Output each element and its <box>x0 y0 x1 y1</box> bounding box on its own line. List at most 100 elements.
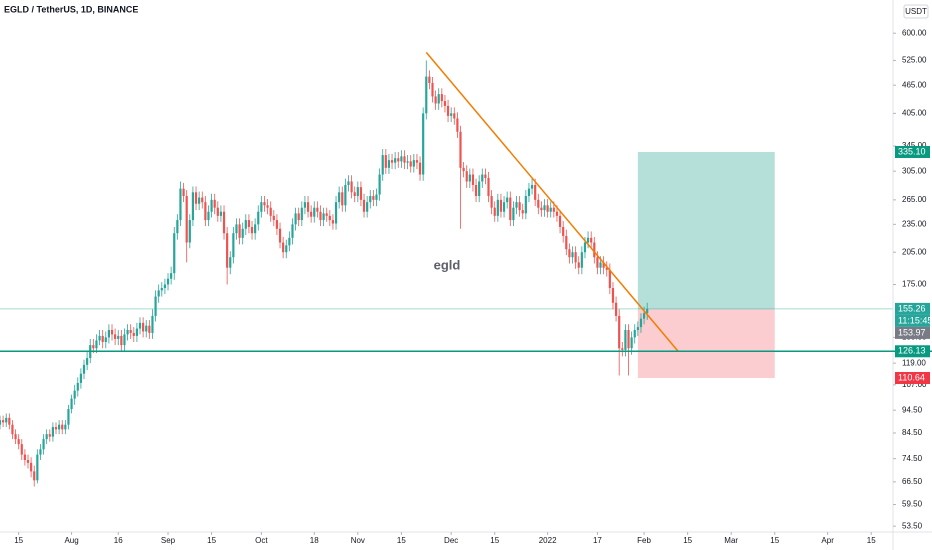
y-tick-label: 59.50 <box>902 500 923 509</box>
candle-body <box>151 315 154 333</box>
candle-body <box>462 167 465 172</box>
candle-body <box>596 257 599 268</box>
candle-body <box>110 329 114 335</box>
candle-body <box>521 210 524 214</box>
candle-body <box>434 96 437 104</box>
candle-body <box>372 196 375 200</box>
candle-body <box>490 196 493 208</box>
candle-body <box>338 192 341 203</box>
y-tick-label: 74.50 <box>902 454 923 463</box>
candle-body <box>639 318 643 328</box>
x-tick-label: 15 <box>14 536 23 545</box>
y-tick-label: 84.50 <box>902 428 923 437</box>
candle-body <box>222 211 226 234</box>
candle-body <box>546 205 549 212</box>
candle-body <box>14 434 17 440</box>
candle-body <box>350 181 353 193</box>
candle-body <box>138 322 142 329</box>
candle-body <box>272 215 275 221</box>
candle-body <box>400 156 403 162</box>
candle-body <box>163 284 167 289</box>
candle-body <box>67 409 70 425</box>
candle-body <box>571 252 574 258</box>
loss-zone <box>637 308 775 379</box>
y-tick-label: 53.50 <box>902 521 923 530</box>
x-tick-label: 15 <box>490 536 499 545</box>
candle-body <box>194 192 198 204</box>
candle-body <box>244 220 247 229</box>
candle-body <box>506 197 509 203</box>
candle-body <box>20 444 23 455</box>
candle-body <box>549 207 552 212</box>
candle-body <box>381 155 384 175</box>
x-tick-label: 15 <box>207 536 216 545</box>
y-tick-label: 405.00 <box>902 108 927 117</box>
candle-body <box>375 194 378 200</box>
price-tag <box>895 345 930 358</box>
price-tag <box>895 302 930 315</box>
y-tick-label: 66.50 <box>902 477 923 486</box>
candle-body <box>331 220 335 224</box>
candle-body <box>17 439 20 445</box>
candle-body <box>387 160 391 168</box>
candle-body <box>512 207 515 221</box>
x-tick-label: 17 <box>593 536 602 545</box>
candle-body <box>630 337 633 349</box>
candle-body <box>58 424 61 430</box>
currency[interactable]: USDT <box>905 7 927 16</box>
candle-body <box>204 202 207 221</box>
candle-body <box>646 308 649 314</box>
candle-body <box>397 158 400 162</box>
candle-body <box>384 155 387 168</box>
currency-box[interactable] <box>903 4 929 19</box>
x-tick-label: Feb <box>637 536 651 545</box>
candle-body <box>297 213 300 221</box>
candle-body <box>182 188 185 197</box>
candle-body <box>142 322 145 332</box>
candle-body <box>440 94 443 102</box>
candle-body <box>366 202 369 212</box>
candle-body <box>135 328 139 336</box>
candle-body <box>42 439 45 450</box>
candle-body <box>154 296 157 316</box>
candle-body <box>188 220 191 243</box>
candle-body <box>285 245 288 253</box>
candle-body <box>518 202 521 211</box>
candle-body <box>107 329 111 338</box>
candle-body <box>79 373 82 383</box>
candle-body <box>608 269 611 289</box>
candle-body <box>61 424 64 430</box>
candle-body <box>291 224 294 238</box>
candle-body <box>179 188 182 221</box>
candle-body <box>465 171 468 182</box>
candle-body <box>288 237 291 246</box>
candle-body <box>216 207 219 216</box>
candle-body <box>496 199 499 216</box>
candle-body <box>515 202 518 208</box>
candle-body <box>471 174 475 186</box>
candle-body <box>325 213 328 216</box>
candle-body <box>403 156 406 163</box>
axes: 15 Aug 16 Sep 15 Oct 18 Nov 15 Dec 15 2022 17 Feb 15 Ma… <box>14 28 927 545</box>
candle-body <box>95 340 98 349</box>
candle-body <box>362 199 366 212</box>
x-tick-label: 15 <box>683 536 692 545</box>
candle-body <box>294 213 297 225</box>
price-tag-label: 155.26 <box>898 303 926 313</box>
candle-body <box>353 192 356 197</box>
candle-body <box>23 454 26 461</box>
candle-body <box>278 228 282 243</box>
price-tag-label: 126.13 <box>898 346 926 356</box>
candle-body <box>33 471 36 481</box>
candle-body <box>282 242 285 253</box>
candle-body <box>303 202 307 208</box>
candle-body <box>468 174 471 182</box>
candle-body <box>328 215 331 221</box>
candle-body <box>254 224 257 234</box>
price-tag-label: 335.10 <box>898 146 926 156</box>
candle-body <box>378 174 381 195</box>
x-tick-label: 15 <box>770 536 779 545</box>
candle-body <box>247 220 251 227</box>
candle-body <box>586 237 590 243</box>
candle-body <box>418 162 422 175</box>
